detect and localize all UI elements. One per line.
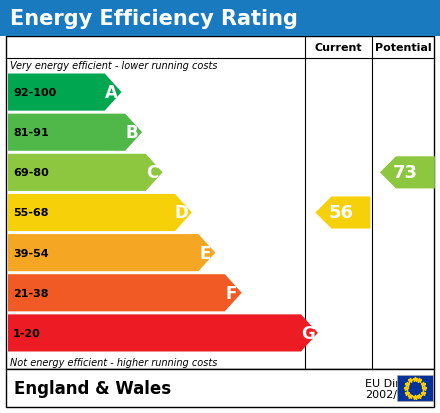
Text: Current: Current — [315, 43, 362, 53]
Text: 56: 56 — [328, 204, 353, 222]
Polygon shape — [8, 315, 318, 351]
Bar — [397, 375, 433, 401]
Text: Not energy efficient - higher running costs: Not energy efficient - higher running co… — [10, 357, 217, 367]
Polygon shape — [315, 197, 370, 229]
Text: F: F — [226, 284, 237, 302]
Text: A: A — [105, 84, 118, 102]
Text: C: C — [147, 164, 159, 182]
Text: Potential: Potential — [375, 43, 431, 53]
Bar — [6, 369, 434, 407]
Text: 1-20: 1-20 — [13, 328, 41, 338]
Polygon shape — [8, 275, 242, 311]
Text: 73: 73 — [393, 164, 418, 182]
Text: 69-80: 69-80 — [13, 168, 49, 178]
Polygon shape — [8, 235, 215, 272]
Text: England & Wales: England & Wales — [14, 379, 171, 397]
Text: 21-38: 21-38 — [13, 288, 48, 298]
Text: 55-68: 55-68 — [13, 208, 48, 218]
Polygon shape — [8, 154, 162, 192]
Text: G: G — [301, 324, 315, 342]
Text: Energy Efficiency Rating: Energy Efficiency Rating — [10, 9, 298, 28]
Text: E: E — [200, 244, 211, 262]
Text: EU Directive: EU Directive — [365, 378, 434, 388]
Text: D: D — [175, 204, 189, 222]
Polygon shape — [380, 157, 435, 189]
Text: 39-54: 39-54 — [13, 248, 49, 258]
Bar — [6, 37, 434, 369]
Text: 92-100: 92-100 — [13, 88, 56, 98]
Text: 2002/91/EC: 2002/91/EC — [365, 389, 429, 399]
Text: 81-91: 81-91 — [13, 128, 49, 138]
Polygon shape — [8, 74, 121, 112]
Text: B: B — [126, 124, 138, 142]
Text: Very energy efficient - lower running costs: Very energy efficient - lower running co… — [10, 61, 217, 71]
Bar — [0, 0, 440, 37]
Polygon shape — [8, 195, 192, 232]
Polygon shape — [8, 114, 142, 152]
